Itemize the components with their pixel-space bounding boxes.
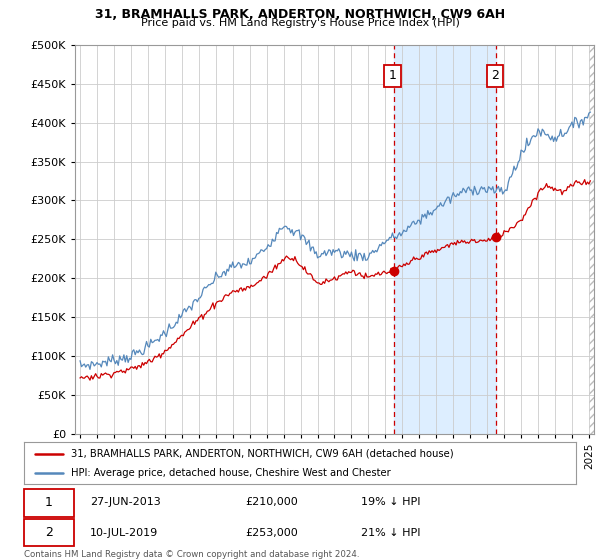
Text: 1: 1	[389, 69, 397, 82]
Text: 2: 2	[491, 69, 499, 82]
Bar	[589, 45, 594, 434]
Text: 31, BRAMHALLS PARK, ANDERTON, NORTHWICH, CW9 6AH: 31, BRAMHALLS PARK, ANDERTON, NORTHWICH,…	[95, 8, 505, 21]
Text: 21% ↓ HPI: 21% ↓ HPI	[361, 528, 420, 538]
Text: 1: 1	[45, 496, 53, 509]
Text: 27-JUN-2013: 27-JUN-2013	[90, 497, 161, 507]
Bar	[589, 45, 594, 434]
Bar	[394, 45, 496, 434]
Text: £253,000: £253,000	[245, 528, 298, 538]
Text: Price paid vs. HM Land Registry's House Price Index (HPI): Price paid vs. HM Land Registry's House …	[140, 18, 460, 29]
Text: 2: 2	[45, 526, 53, 539]
FancyBboxPatch shape	[24, 489, 74, 517]
Text: 31, BRAMHALLS PARK, ANDERTON, NORTHWICH, CW9 6AH (detached house): 31, BRAMHALLS PARK, ANDERTON, NORTHWICH,…	[71, 449, 454, 459]
Text: £210,000: £210,000	[245, 497, 298, 507]
Text: 19% ↓ HPI: 19% ↓ HPI	[361, 497, 420, 507]
Text: HPI: Average price, detached house, Cheshire West and Chester: HPI: Average price, detached house, Ches…	[71, 468, 391, 478]
Text: 10-JUL-2019: 10-JUL-2019	[90, 528, 158, 538]
Text: Contains HM Land Registry data © Crown copyright and database right 2024.
This d: Contains HM Land Registry data © Crown c…	[24, 550, 359, 560]
FancyBboxPatch shape	[24, 519, 74, 547]
